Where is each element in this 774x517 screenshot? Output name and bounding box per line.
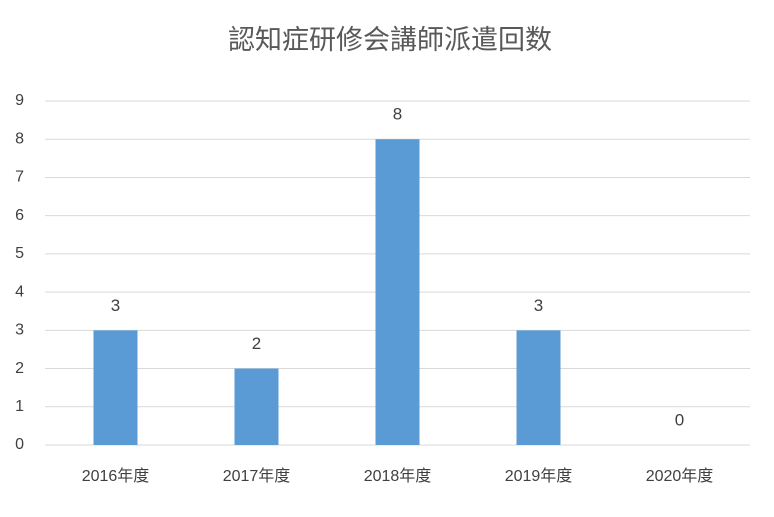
x-tick-label: 2020年度: [646, 467, 714, 485]
value-label: 2: [252, 334, 261, 353]
x-tick-label: 2019年度: [505, 467, 573, 485]
y-tick-label: 8: [15, 130, 24, 147]
x-tick-label: 2016年度: [82, 467, 150, 485]
y-tick-label: 5: [15, 245, 24, 262]
y-tick-label: 6: [15, 207, 24, 224]
value-label: 0: [675, 410, 684, 429]
bar: [516, 330, 561, 445]
y-tick-label: 0: [15, 436, 24, 453]
value-label: 8: [393, 105, 402, 124]
bar: [93, 330, 138, 445]
bar: [234, 368, 279, 445]
y-tick-label: 1: [15, 398, 24, 415]
y-tick-label: 4: [15, 283, 24, 300]
y-tick-label: 7: [15, 169, 24, 186]
chart-title: 認知症研修会講師派遣回数: [228, 25, 552, 55]
x-tick-label: 2018年度: [364, 467, 432, 485]
y-tick-label: 2: [15, 360, 24, 377]
x-tick-label: 2017年度: [223, 467, 291, 485]
y-tick-label: 9: [15, 92, 24, 109]
value-label: 3: [111, 296, 120, 315]
bar: [375, 139, 420, 445]
y-tick-label: 3: [15, 322, 24, 339]
value-label: 3: [534, 296, 543, 315]
